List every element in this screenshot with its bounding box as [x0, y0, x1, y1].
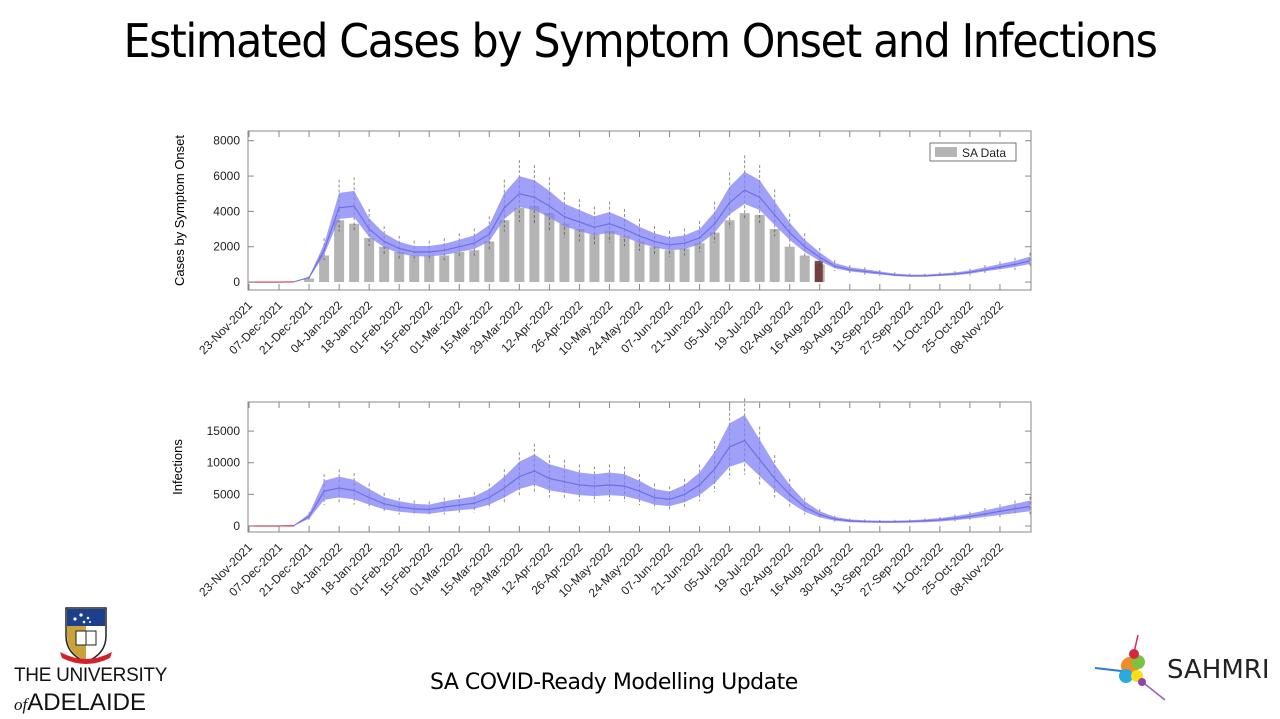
model-band	[249, 171, 1030, 283]
legend-label: SA Data	[962, 146, 1006, 160]
data-bar	[514, 207, 525, 283]
y-axis-label: Cases by Symptom Onset	[172, 135, 187, 286]
data-bar	[544, 213, 555, 283]
data-bar	[634, 241, 645, 283]
logo-adelaide: ADELAIDE	[27, 689, 146, 716]
data-bar	[469, 250, 480, 283]
data-bar	[454, 252, 465, 283]
logo-text-line2: ofADELAIDE	[14, 690, 146, 718]
y-tick-label: 6000	[213, 169, 240, 183]
data-bar	[694, 243, 705, 283]
data-bar	[559, 223, 570, 283]
legend: SA Data	[929, 142, 1017, 162]
crest-icon	[60, 607, 112, 664]
university-of-adelaide-logo: THE UNIVERSITY ofADELAIDE	[14, 606, 167, 718]
y-tick-label: 0	[233, 275, 240, 289]
data-bar	[799, 255, 810, 283]
data-bar	[364, 237, 375, 283]
chart-1: 0200040006000800023-Nov-202107-Dec-20212…	[172, 130, 1032, 358]
logo-of: of	[14, 695, 28, 714]
y-tick-label: 2000	[213, 240, 240, 254]
data-bar	[664, 250, 675, 283]
data-bar	[349, 223, 360, 283]
data-bar	[394, 252, 405, 283]
data-bar	[784, 246, 795, 283]
data-bar	[589, 234, 600, 283]
data-bar	[604, 230, 615, 283]
data-bar	[304, 278, 315, 283]
data-bar	[439, 255, 450, 283]
data-bar	[334, 220, 345, 283]
data-bar	[574, 229, 585, 283]
y-tick-label: 8000	[213, 134, 240, 148]
data-bar	[319, 255, 330, 283]
sahmri-text: SAHMRI	[1167, 655, 1270, 685]
chart-2: 05000100001500023-Nov-202107-Dec-202121-…	[170, 398, 1032, 600]
plot-area	[247, 401, 1032, 533]
slide-footer: SA COVID-Ready Modelling Update	[430, 670, 798, 695]
data-bar	[619, 236, 630, 283]
data-bar	[379, 246, 390, 283]
legend-swatch	[935, 147, 957, 157]
data-bar	[724, 220, 735, 283]
data-bar	[649, 246, 660, 283]
y-tick-label: 15000	[207, 424, 241, 438]
data-bar	[499, 220, 510, 283]
data-bar	[769, 229, 780, 283]
data-bar	[424, 255, 435, 283]
y-tick-label: 5000	[213, 487, 240, 501]
y-tick-label: 0	[233, 519, 240, 533]
y-tick-label: 4000	[213, 204, 240, 218]
data-bar	[679, 248, 690, 283]
data-bar	[529, 206, 540, 283]
model-median-line	[249, 189, 1031, 283]
data-bar	[709, 232, 720, 283]
sahmri-logo: SAHMRI	[1090, 630, 1275, 702]
slide-title: Estimated Cases by Symptom Onset and Inf…	[123, 14, 1157, 68]
y-tick-label: 10000	[207, 456, 241, 470]
model-median-line	[249, 439, 1031, 527]
y-axis-label: Infections	[170, 439, 185, 495]
latest-data-bar	[814, 260, 823, 283]
data-bar	[739, 213, 750, 283]
sahmri-splash-icon	[1094, 634, 1166, 701]
data-bar	[484, 241, 495, 283]
data-bar	[409, 255, 420, 283]
logo-text-line1: THE UNIVERSITY	[14, 665, 168, 686]
data-bar	[754, 214, 765, 283]
